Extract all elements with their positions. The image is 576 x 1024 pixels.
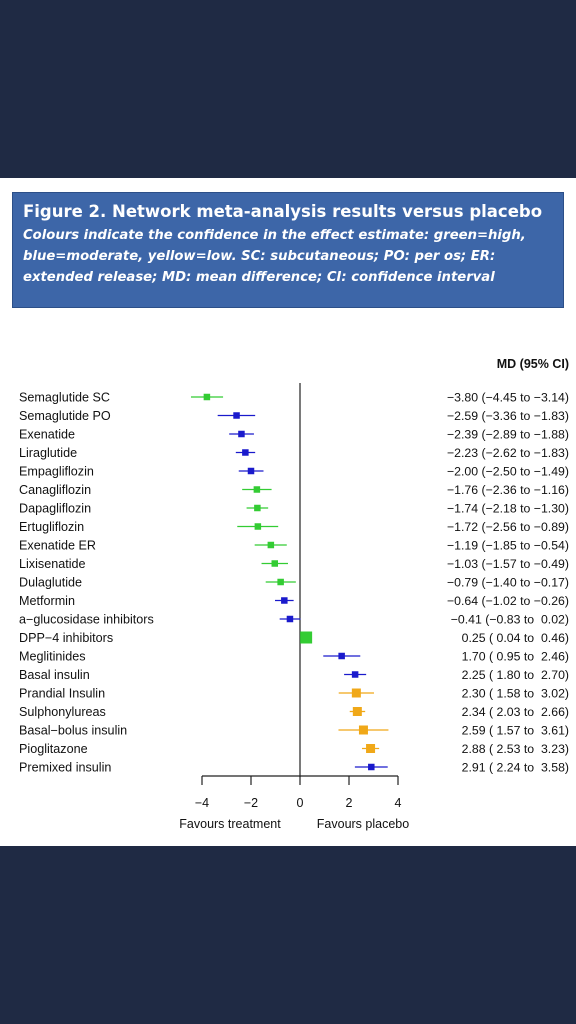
ci-text: −2.23 (−2.62 to −1.83) (447, 446, 569, 460)
row-label: Basal insulin (19, 668, 90, 682)
row-label: Metformin (19, 594, 75, 608)
row-label: Basal−bolus insulin (19, 724, 127, 738)
point-estimate (286, 615, 294, 623)
ci-text: 2.25 ( 1.80 to 2.70) (462, 668, 569, 682)
ci-text: 2.30 ( 1.58 to 3.02) (462, 687, 569, 701)
x-tick-label: 0 (297, 796, 304, 810)
point-estimate (352, 707, 362, 716)
point-estimate (254, 504, 261, 512)
ci-text: −2.39 (−2.89 to −1.88) (447, 428, 569, 442)
point-estimate (203, 393, 211, 401)
point-estimate (238, 430, 245, 438)
x-label-right: Favours placebo (317, 817, 409, 831)
figure-subtitle: Colours indicate the confidence in the e… (23, 228, 526, 285)
ci-text: −1.74 (−2.18 to −1.30) (447, 502, 569, 516)
bottom-dark-band (0, 846, 576, 1024)
ci-text: −1.03 (−1.57 to −0.49) (447, 557, 569, 571)
point-estimate (358, 725, 368, 735)
point-estimate (233, 412, 240, 419)
point-estimate (338, 652, 345, 660)
ci-text: −3.80 (−4.45 to −3.14) (447, 391, 569, 405)
point-estimate (300, 631, 313, 644)
ci-text: 2.59 ( 1.57 to 3.61) (462, 724, 569, 738)
top-dark-band (0, 0, 576, 178)
ci-text: 2.34 ( 2.03 to 2.66) (462, 705, 569, 719)
ci-text: −2.59 (−3.36 to −1.83) (447, 409, 569, 423)
ci-text: 1.70 ( 0.95 to 2.46) (462, 650, 569, 664)
row-label: Dulaglutide (19, 576, 82, 590)
row-label: a−glucosidase inhibitors (19, 613, 154, 627)
ci-text: 0.25 ( 0.04 to 0.46) (462, 631, 569, 645)
point-estimate (351, 688, 361, 698)
x-tick-label: −2 (244, 796, 258, 810)
figure-title: Figure 2. Network meta-analysis results … (23, 202, 543, 221)
point-estimate (351, 671, 359, 678)
ci-text: 2.91 ( 2.24 to 3.58) (462, 761, 569, 775)
point-estimate (254, 523, 262, 530)
row-label: Meglitinides (19, 650, 86, 664)
point-estimate (368, 763, 375, 771)
row-label: Pioglitazone (19, 742, 88, 756)
ci-text: 2.88 ( 2.53 to 3.23) (462, 742, 569, 756)
point-estimate (247, 467, 255, 475)
point-estimate (277, 578, 284, 586)
ci-text: −1.19 (−1.85 to −0.54) (447, 539, 569, 553)
row-label: Sulphonylureas (19, 705, 106, 719)
row-label: DPP−4 inhibitors (19, 631, 113, 645)
ci-text: −1.72 (−2.56 to −0.89) (447, 520, 569, 534)
row-label: Semaglutide PO (19, 409, 111, 423)
point-estimate (242, 449, 249, 456)
row-label: Ertugliflozin (19, 520, 84, 534)
row-label: Liraglutide (19, 446, 77, 460)
row-label: Prandial Insulin (19, 687, 105, 701)
figure-card: Figure 2. Network meta-analysis results … (0, 178, 576, 846)
point-estimate (267, 541, 275, 549)
ci-text: −0.41 (−0.83 to 0.02) (451, 613, 569, 627)
ci-text: −1.76 (−2.36 to −1.16) (447, 483, 569, 497)
row-label: Canagliflozin (19, 483, 91, 497)
ci-text: −0.64 (−1.02 to −0.26) (447, 594, 569, 608)
point-estimate (271, 560, 279, 567)
x-tick-label: 2 (346, 796, 353, 810)
row-label: Lixisenatide (19, 557, 86, 571)
row-label: Exenatide ER (19, 539, 96, 553)
point-estimate (253, 486, 261, 493)
row-label: Empagliflozin (19, 465, 94, 479)
ci-text: −0.79 (−1.40 to −0.17) (447, 576, 569, 590)
x-tick-label: 4 (395, 796, 402, 810)
x-label-left: Favours treatment (179, 817, 281, 831)
point-estimate (281, 597, 288, 604)
row-label: Exenatide (19, 428, 75, 442)
row-label: Semaglutide SC (19, 391, 110, 405)
x-tick-label: −4 (195, 796, 209, 810)
ci-text: −2.00 (−2.50 to −1.49) (447, 465, 569, 479)
row-label: Premixed insulin (19, 761, 111, 775)
figure-header: Figure 2. Network meta-analysis results … (12, 192, 564, 308)
point-estimate (366, 744, 376, 753)
column-header: MD (95% CI) (497, 357, 569, 371)
row-label: Dapagliflozin (19, 502, 91, 516)
